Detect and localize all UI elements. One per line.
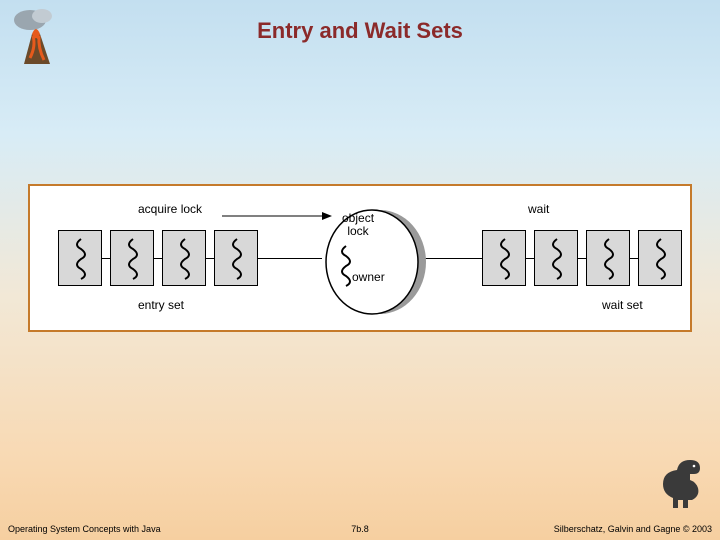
wait-thread-box xyxy=(534,230,578,286)
label-wait: wait xyxy=(528,202,549,216)
wait-thread-box xyxy=(638,230,682,286)
volcano-icon xyxy=(6,6,66,66)
label-lock: lock xyxy=(347,224,368,238)
entry-thread-box xyxy=(214,230,258,286)
label-entry-set: entry set xyxy=(138,298,184,312)
diagram-frame: acquire lock wait entry set wait set xyxy=(28,184,692,332)
entry-wait-diagram: acquire lock wait entry set wait set xyxy=(30,186,690,330)
label-owner: owner xyxy=(352,270,385,284)
connector-entry-to-lock xyxy=(258,258,322,259)
entry-thread-box xyxy=(162,230,206,286)
page-title: Entry and Wait Sets xyxy=(0,18,720,44)
dinosaur-icon xyxy=(660,456,706,512)
footer-left: Operating System Concepts with Java xyxy=(8,524,161,534)
wait-thread-box xyxy=(482,230,526,286)
arrow-acquire-to-lock xyxy=(222,208,332,218)
label-object: object xyxy=(342,211,374,225)
footer-right: Silberschatz, Galvin and Gagne © 2003 xyxy=(554,524,712,534)
label-wait-set: wait set xyxy=(602,298,643,312)
footer-center: 7b.8 xyxy=(351,524,369,534)
wait-thread-box xyxy=(586,230,630,286)
entry-thread-box xyxy=(110,230,154,286)
label-acquire-lock: acquire lock xyxy=(138,202,202,216)
label-object-lock: object lock xyxy=(342,212,374,238)
connector-lock-to-wait xyxy=(424,258,482,259)
entry-thread-box xyxy=(58,230,102,286)
